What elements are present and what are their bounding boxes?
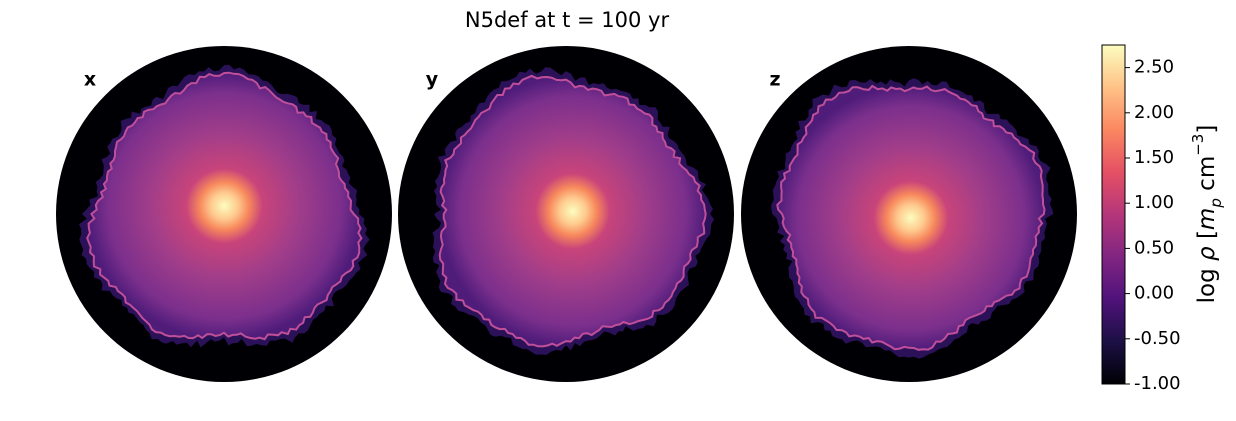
ejecta — [776, 84, 1046, 351]
colorbar-tick-label: 0.00 — [1134, 283, 1174, 304]
colorbar-tick-label: 0.50 — [1134, 237, 1174, 258]
colorbar-tick-label: 1.00 — [1134, 192, 1174, 213]
panel-label: z — [769, 69, 780, 91]
ejecta — [438, 74, 707, 348]
colorbar-tick-label: 1.50 — [1134, 147, 1174, 168]
colorbar — [1101, 44, 1126, 385]
colorbar-label-part: p — [1207, 198, 1225, 209]
colorbar-tick-label: -1.00 — [1134, 373, 1181, 394]
ejecta — [86, 71, 363, 341]
colorbar-label-part: cm — [1194, 156, 1220, 198]
colorbar-tick-label: 2.00 — [1134, 102, 1174, 123]
colorbar-label-part: ρ — [1194, 246, 1220, 261]
panel-label: y — [426, 69, 439, 91]
colorbar-label: log ρ [mp cm−3] — [1189, 125, 1225, 304]
colorbar-tick-label: -0.50 — [1134, 328, 1181, 349]
colorbar-label-part: [ — [1194, 230, 1220, 246]
colorbar-label-part: ] — [1194, 125, 1220, 134]
colorbar-label-part: log — [1194, 261, 1220, 303]
colorbar-label-part: m — [1194, 208, 1220, 230]
chart-title: N5def at t = 100 yr — [465, 8, 670, 32]
colorbar-label-part: −3 — [1189, 134, 1207, 156]
panel-label: x — [84, 69, 96, 91]
colorbar-tick-label: 2.50 — [1134, 57, 1174, 78]
